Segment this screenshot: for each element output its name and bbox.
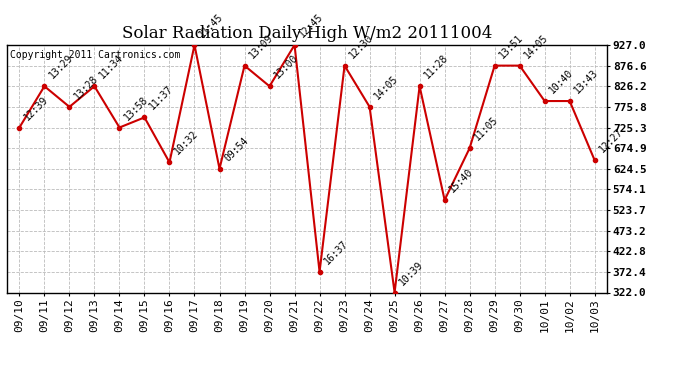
Text: 13:58: 13:58 [122, 94, 150, 122]
Text: Copyright 2011 Cartronics.com: Copyright 2011 Cartronics.com [10, 50, 180, 60]
Text: 11:28: 11:28 [422, 53, 451, 81]
Text: 13:28: 13:28 [72, 74, 100, 101]
Text: 11:45: 11:45 [197, 12, 225, 39]
Text: 13:00: 13:00 [273, 53, 300, 81]
Text: 11:34: 11:34 [97, 53, 125, 81]
Text: 10:40: 10:40 [547, 68, 575, 96]
Text: 16:37: 16:37 [322, 238, 351, 266]
Text: 13:43: 13:43 [573, 68, 600, 96]
Text: 09:54: 09:54 [222, 135, 250, 163]
Text: 14:05: 14:05 [373, 74, 400, 101]
Text: 12:45: 12:45 [297, 12, 325, 39]
Text: 12:30: 12:30 [347, 32, 375, 60]
Text: 13:09: 13:09 [247, 32, 275, 60]
Text: 11:05: 11:05 [473, 115, 500, 142]
Text: 12:39: 12:39 [22, 94, 50, 122]
Text: 13:29: 13:29 [47, 53, 75, 81]
Text: 10:32: 10:32 [172, 129, 200, 157]
Text: 15:40: 15:40 [447, 166, 475, 195]
Text: 13:51: 13:51 [497, 32, 525, 60]
Text: 11:37: 11:37 [147, 84, 175, 112]
Title: Solar Radiation Daily High W/m2 20111004: Solar Radiation Daily High W/m2 20111004 [122, 25, 492, 42]
Text: 10:39: 10:39 [397, 259, 425, 287]
Text: 14:05: 14:05 [522, 32, 551, 60]
Text: 12:27: 12:27 [598, 127, 625, 155]
